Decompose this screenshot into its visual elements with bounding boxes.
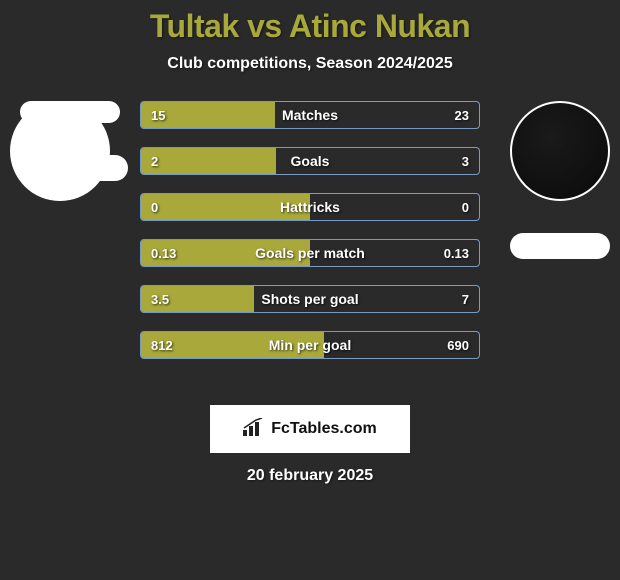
- infographic-container: Tultak vs Atinc Nukan Club competitions,…: [0, 0, 620, 485]
- stat-label: Goals per match: [141, 240, 479, 266]
- stat-label: Goals: [141, 148, 479, 174]
- stat-row: 0Hattricks0: [140, 193, 480, 221]
- stat-row: 15Matches23: [140, 101, 480, 129]
- stat-label: Hattricks: [141, 194, 479, 220]
- stat-right-value: 0.13: [444, 240, 469, 266]
- stat-row: 0.13Goals per match0.13: [140, 239, 480, 267]
- stat-right-value: 23: [455, 102, 469, 128]
- subtitle: Club competitions, Season 2024/2025: [0, 55, 620, 73]
- chart-area: 15Matches23 2Goals3 0Hattricks0 0.13Goals p…: [0, 101, 620, 391]
- player-right-avatar: [510, 101, 610, 201]
- player-left-pill-top: [20, 101, 120, 123]
- player-left-avatar: [10, 101, 110, 201]
- player-right-pill: [510, 233, 610, 259]
- stat-right-value: 3: [462, 148, 469, 174]
- stat-label: Matches: [141, 102, 479, 128]
- stat-row: 2Goals3: [140, 147, 480, 175]
- stat-label: Min per goal: [141, 332, 479, 358]
- stat-label: Shots per goal: [141, 286, 479, 312]
- chart-icon: [243, 418, 265, 441]
- stat-right-value: 0: [462, 194, 469, 220]
- player-left-pill-bottom: [28, 155, 128, 181]
- footer-badge: FcTables.com: [210, 405, 410, 453]
- stat-right-value: 7: [462, 286, 469, 312]
- footer-text: FcTables.com: [271, 420, 377, 438]
- bars-container: 15Matches23 2Goals3 0Hattricks0 0.13Goals p…: [140, 101, 480, 377]
- stat-right-value: 690: [447, 332, 469, 358]
- stat-row: 812Min per goal690: [140, 331, 480, 359]
- page-title: Tultak vs Atinc Nukan: [0, 8, 620, 45]
- stat-row: 3.5Shots per goal7: [140, 285, 480, 313]
- date-label: 20 february 2025: [0, 467, 620, 485]
